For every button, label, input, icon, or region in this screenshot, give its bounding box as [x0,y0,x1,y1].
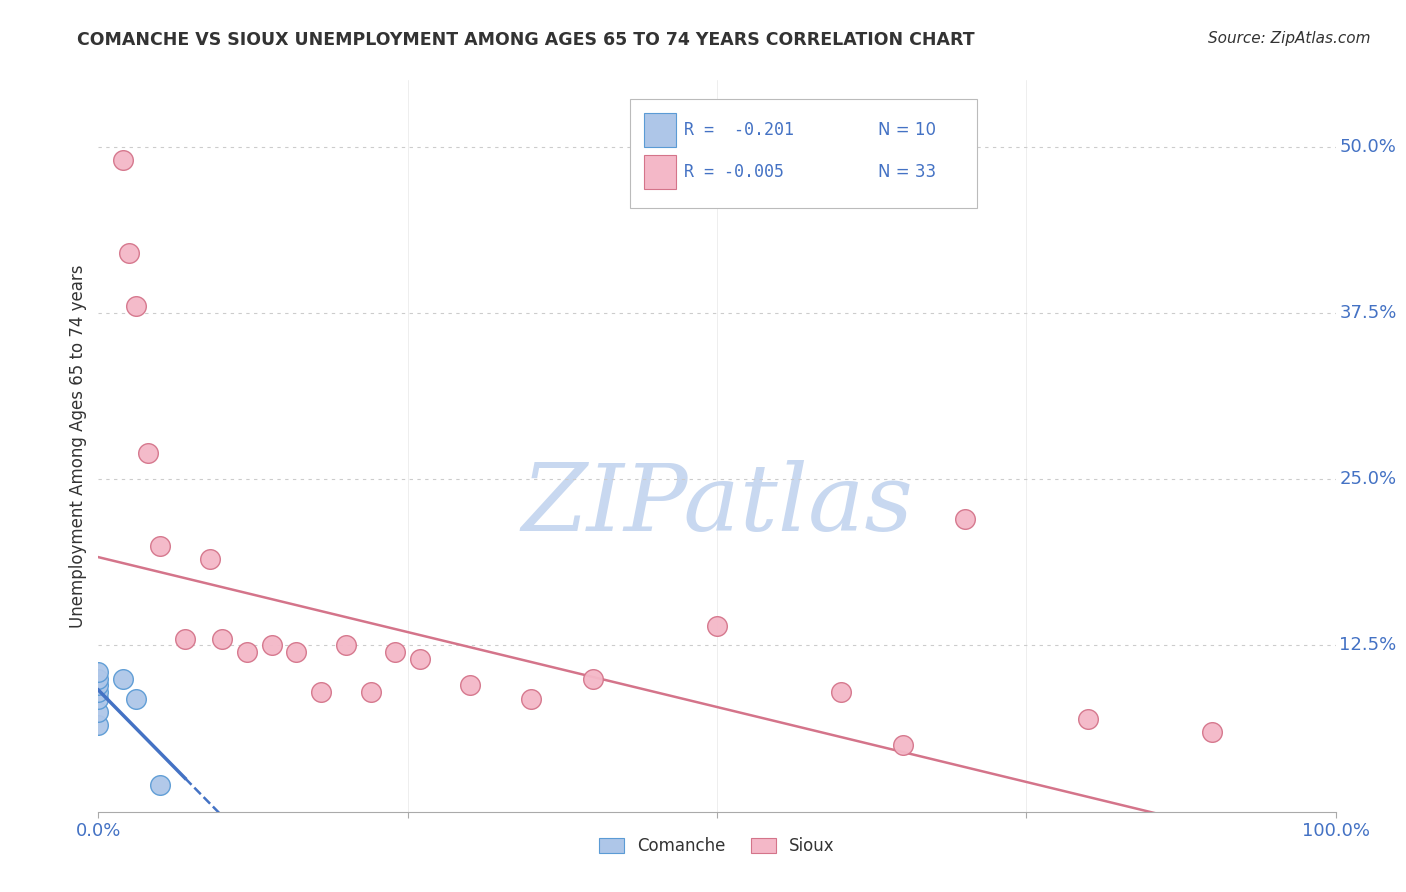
Point [384,645,406,659]
Point [285,645,308,659]
Point [360,685,382,699]
Point [309,685,332,699]
Point [1201,725,1223,739]
Point [118,246,141,260]
Point [87,685,110,699]
Point [87,691,110,706]
Point [520,691,543,706]
Point [458,678,481,692]
Point [830,685,852,699]
Point [335,639,357,653]
Text: Source: ZipAtlas.com: Source: ZipAtlas.com [1208,31,1371,46]
Text: ZIPatlas: ZIPatlas [522,459,912,549]
Point [236,645,259,659]
Point [87,672,110,686]
Text: 12.5%: 12.5% [1340,637,1396,655]
Point [149,539,172,553]
Text: N = 33: N = 33 [877,162,936,181]
Point [87,718,110,732]
Point [87,665,110,679]
Text: R =  -0.201: R = -0.201 [683,121,793,139]
FancyBboxPatch shape [630,99,977,209]
Y-axis label: Unemployment Among Ages 65 to 74 years: Unemployment Among Ages 65 to 74 years [69,264,87,628]
Point [891,738,914,752]
Point [112,153,135,167]
FancyBboxPatch shape [644,155,676,188]
Text: COMANCHE VS SIOUX UNEMPLOYMENT AMONG AGES 65 TO 74 YEARS CORRELATION CHART: COMANCHE VS SIOUX UNEMPLOYMENT AMONG AGE… [77,31,974,49]
Point [112,672,135,686]
Point [706,618,728,632]
Text: 50.0%: 50.0% [1340,137,1396,156]
Point [149,778,172,792]
Point [174,632,197,646]
Point [260,639,283,653]
FancyBboxPatch shape [644,113,676,147]
Legend: Comanche, Sioux: Comanche, Sioux [592,830,842,862]
Point [582,672,605,686]
Point [211,632,233,646]
Text: R = -0.005: R = -0.005 [683,162,783,181]
Text: N = 10: N = 10 [877,121,936,139]
Point [136,445,159,459]
Point [124,299,146,313]
Point [409,652,432,666]
Point [953,512,976,526]
Text: 25.0%: 25.0% [1340,470,1396,488]
Point [87,678,110,692]
Text: 37.5%: 37.5% [1340,304,1396,322]
Point [87,705,110,719]
Point [1077,712,1099,726]
Point [198,552,221,566]
Point [124,691,146,706]
